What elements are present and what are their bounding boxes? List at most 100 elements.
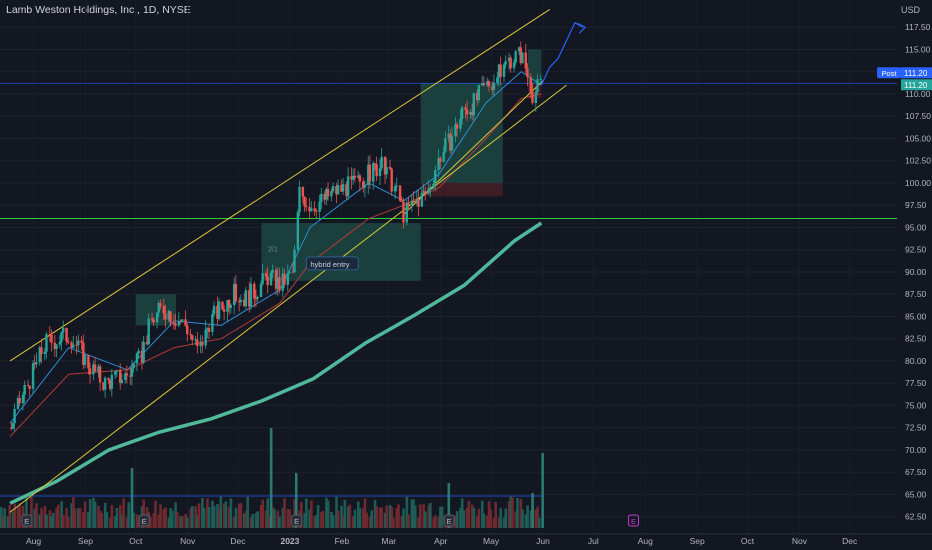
volume-bar bbox=[497, 517, 501, 528]
candle-body bbox=[253, 283, 256, 299]
volume-bar bbox=[308, 509, 311, 528]
volume-bar bbox=[175, 512, 179, 528]
candle-body bbox=[60, 332, 63, 342]
candle-body bbox=[281, 273, 284, 291]
y-tick-label: 70.00 bbox=[905, 445, 927, 455]
candle-body bbox=[496, 77, 499, 83]
y-tick-label: 80.00 bbox=[905, 356, 927, 366]
candle-body bbox=[140, 350, 144, 363]
volume-bar bbox=[348, 504, 352, 528]
volume-bar bbox=[278, 516, 281, 528]
volume-bar bbox=[82, 512, 85, 528]
volume-bar bbox=[186, 517, 189, 528]
trend-channel bbox=[9, 9, 567, 513]
volume-bar bbox=[475, 515, 479, 528]
volume-bar bbox=[467, 500, 471, 528]
volume-bar bbox=[460, 498, 464, 528]
candle-body bbox=[129, 375, 132, 377]
candle-body bbox=[278, 277, 281, 291]
candle-body bbox=[62, 327, 65, 333]
candle-body bbox=[492, 82, 496, 90]
volume-bar bbox=[375, 506, 379, 528]
candle-body bbox=[310, 208, 313, 212]
candle-body bbox=[283, 273, 286, 285]
last-price: 111.20 bbox=[904, 81, 928, 90]
candle-body bbox=[43, 351, 46, 354]
projection-line bbox=[540, 21, 584, 86]
volume-bar bbox=[60, 501, 63, 528]
candle-body bbox=[362, 181, 365, 188]
volume-bar bbox=[412, 499, 415, 528]
candle-body bbox=[417, 199, 420, 207]
volume-bar bbox=[33, 508, 37, 528]
volume-bar bbox=[363, 498, 367, 528]
candle-body bbox=[351, 175, 355, 180]
candle-body bbox=[189, 334, 192, 336]
candle-body bbox=[137, 350, 140, 354]
volume-bar bbox=[51, 512, 55, 528]
candle-body bbox=[234, 283, 238, 301]
volume-bar bbox=[219, 496, 223, 528]
volume-bar bbox=[492, 517, 496, 528]
volume-bar bbox=[353, 509, 357, 528]
volume-bar bbox=[368, 516, 372, 528]
candle-body bbox=[204, 329, 207, 346]
y-tick-label: 72.50 bbox=[905, 423, 927, 433]
y-tick-label: 115.00 bbox=[905, 44, 931, 54]
volume-bar bbox=[271, 507, 275, 528]
candle-body bbox=[77, 340, 80, 346]
candle-body bbox=[529, 77, 533, 92]
volume-bar bbox=[229, 498, 233, 528]
candle-body bbox=[427, 188, 430, 194]
y-tick-label: 75.00 bbox=[905, 400, 927, 410]
volume-bar bbox=[429, 503, 432, 528]
candle-body bbox=[524, 52, 527, 69]
volume-bar bbox=[320, 511, 323, 528]
candle-body bbox=[92, 364, 95, 375]
candle-body bbox=[177, 321, 181, 326]
volume-spike bbox=[269, 428, 273, 528]
volume-bar bbox=[321, 510, 325, 528]
candle-body bbox=[164, 313, 167, 320]
volume-bar bbox=[77, 508, 80, 528]
x-tick-label: Nov bbox=[792, 536, 808, 546]
volume-bar bbox=[254, 512, 258, 528]
candle-body bbox=[536, 79, 539, 93]
candle-body bbox=[539, 78, 543, 80]
volume-bar bbox=[502, 517, 506, 528]
chart-annotations: hybrid entry 2/1 bbox=[268, 246, 359, 271]
candle-body bbox=[206, 328, 209, 330]
y-tick-label: 82.50 bbox=[905, 334, 927, 344]
volume-bar bbox=[472, 507, 476, 528]
volume-bar bbox=[189, 508, 192, 528]
volume-bar bbox=[30, 496, 33, 528]
horizontal-levels bbox=[0, 82, 897, 220]
volume-bar bbox=[405, 496, 409, 528]
x-tick-label: Aug bbox=[638, 536, 653, 546]
candle-body bbox=[313, 208, 316, 211]
post-tag: Post bbox=[881, 69, 897, 78]
earnings-marker bbox=[443, 514, 455, 527]
candle-body bbox=[325, 189, 328, 200]
candle-body bbox=[120, 379, 124, 384]
candle-body bbox=[410, 200, 414, 206]
y-tick-label: 85.00 bbox=[905, 311, 927, 321]
volume-bar bbox=[273, 509, 276, 528]
volume-bar bbox=[313, 516, 317, 528]
candle-body bbox=[191, 335, 194, 340]
volume-bar bbox=[507, 501, 511, 528]
earnings-label: E bbox=[294, 517, 299, 526]
volume-bar bbox=[6, 516, 10, 528]
volume-bar bbox=[249, 517, 253, 528]
target-zone bbox=[261, 223, 421, 281]
volume-bar bbox=[159, 504, 162, 528]
candle-body bbox=[296, 212, 300, 250]
volume-bar bbox=[351, 516, 355, 528]
candle-body bbox=[380, 156, 383, 169]
candle-body bbox=[212, 305, 216, 315]
candle-body bbox=[58, 341, 62, 345]
volume-bar bbox=[167, 517, 171, 528]
candle-body bbox=[83, 354, 87, 365]
volume-bar bbox=[499, 508, 503, 528]
